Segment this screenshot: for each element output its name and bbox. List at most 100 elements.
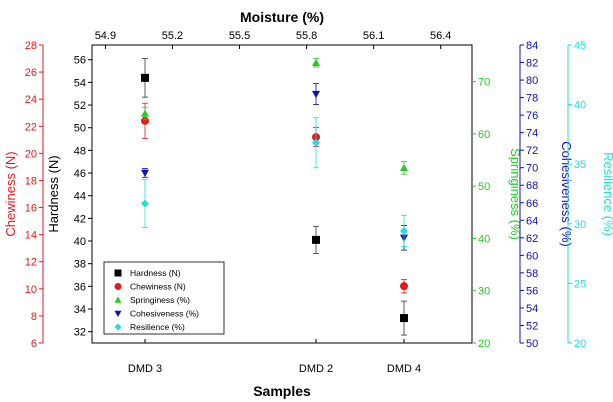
resilience-tick-label: 40 (574, 100, 586, 112)
sample-label-dmd-3: DMD 3 (128, 363, 162, 375)
hardness-tick-label: 42 (74, 213, 86, 225)
resilience-tick-label: 25 (574, 278, 586, 290)
springiness-tick-label: 20 (478, 338, 490, 350)
series-cohesiveness (141, 83, 408, 251)
chewiness-tick-label: 8 (31, 311, 37, 323)
legend-label-resilience: Resilience (%) (130, 322, 185, 332)
hardness-tick-label: 52 (74, 100, 86, 112)
legend: Hardness (N) Chewiness (N) Springiness (%)… (103, 261, 225, 335)
legend-label-hardness: Hardness (N) (130, 268, 181, 278)
chewiness-tick-label: 14 (25, 230, 37, 242)
chewiness-tick-label: 16 (25, 203, 37, 215)
top-axis: 54.9 55.2 55.5 55.8 56.1 56.4 Moisture (%) (95, 9, 451, 49)
moisture-tick-label: 56.4 (430, 30, 451, 42)
data-point-chewiness-dmd-3 (141, 116, 149, 125)
springiness-tick-label: 30 (478, 286, 490, 298)
samples-axis-title: Samples (253, 383, 311, 399)
hardness-tick-label: 50 (74, 123, 86, 135)
hardness-tick-label: 34 (74, 304, 86, 316)
sample-label-dmd-4: DMD 4 (387, 363, 421, 375)
data-point-springiness-dmd-4 (400, 163, 408, 172)
cohesiveness-tick-label: 50 (526, 338, 538, 350)
hardness-tick-label: 56 (74, 55, 86, 67)
data-point-chewiness-dmd-4 (400, 282, 408, 291)
series-hardness-n (141, 58, 408, 336)
moisture-tick-label: 56.1 (363, 30, 384, 42)
cohesiveness-tick-label: 62 (526, 233, 538, 245)
data-point-resilience-dmd-4 (400, 226, 408, 235)
chewiness-tick-label: 10 (25, 284, 37, 296)
cohesiveness-tick-label: 76 (526, 110, 538, 122)
data-point-resilience-dmd-2 (312, 138, 320, 147)
cohesiveness-tick-label: 58 (526, 268, 538, 280)
bottom-axis: DMD 3 DMD 2 DMD 4 Samples (128, 339, 421, 399)
moisture-axis-title: Moisture (%) (240, 9, 324, 25)
cohesiveness-axis-title: Cohesiveness (%) (559, 141, 574, 247)
chewiness-tick-label: 22 (25, 121, 37, 133)
chewiness-tick-label: 24 (25, 94, 37, 106)
cohesiveness-tick-label: 84 (526, 40, 538, 52)
data-point-springiness-dmd-2 (312, 58, 320, 66)
data-point-hardness-dmd-2 (312, 235, 320, 244)
cohesiveness-tick-label: 74 (526, 128, 538, 140)
cohesiveness-tick-label: 72 (526, 145, 538, 157)
resilience-tick-label: 20 (574, 338, 586, 350)
cohesiveness-tick-label: 78 (526, 93, 538, 105)
chewiness-tick-label: 20 (25, 148, 37, 160)
cohesiveness-tick-label: 70 (526, 163, 538, 175)
moisture-tick-label: 55.5 (229, 30, 250, 42)
moisture-tick-label: 55.8 (296, 30, 317, 42)
springiness-tick-label: 60 (478, 129, 490, 141)
cohesiveness-axis: 50 52 54 56 58 60 62 64 66 68 70 72 74 76 78 80 82 84 Cohe… (519, 40, 574, 350)
sample-label-dmd-2: DMD 2 (299, 363, 333, 375)
cohesiveness-tick-label: 82 (526, 58, 538, 70)
hardness-tick-label: 40 (74, 236, 86, 248)
hardness-axis-title: Hardness (N) (46, 155, 61, 232)
hardness-tick-label: 38 (74, 259, 86, 271)
resilience-tick-label: 35 (574, 159, 586, 171)
data-point-cohesiveness-dmd-2 (312, 90, 320, 99)
springiness-axis-title: Springiness (%) (508, 148, 523, 240)
data-point-springiness-dmd-3 (141, 109, 149, 117)
moisture-tick-label: 54.9 (95, 30, 116, 42)
chewiness-tick-label: 12 (25, 257, 37, 269)
data-point-resilience-dmd-3 (141, 199, 149, 208)
hardness-tick-label: 36 (74, 281, 86, 293)
resilience-tick-label: 45 (574, 40, 586, 52)
hardness-tick-label: 48 (74, 145, 86, 157)
legend-marker-hardness (114, 269, 122, 277)
data-point-cohesiveness-dmd-3 (141, 169, 149, 177)
resilience-axis: 20 25 30 35 40 45 Resilience (%) (567, 40, 613, 350)
legend-marker-chewiness (114, 283, 122, 290)
chewiness-tick-label: 26 (25, 67, 37, 79)
legend-marker-resilience (114, 323, 122, 331)
springiness-tick-label: 70 (478, 77, 490, 89)
cohesiveness-tick-label: 68 (526, 180, 538, 192)
springiness-tick-label: 40 (478, 233, 490, 245)
chewiness-axis: 6 8 10 12 14 16 18 20 22 24 26 28 Chewiness (N) (3, 40, 44, 350)
hardness-tick-label: 44 (74, 191, 86, 203)
series-layer (141, 58, 408, 336)
cohesiveness-tick-label: 80 (526, 75, 538, 87)
cohesiveness-tick-label: 52 (526, 320, 538, 332)
hardness-tick-label: 32 (74, 327, 86, 339)
springiness-axis: 20 30 40 50 60 70 Springiness (%) (472, 77, 523, 350)
cohesiveness-tick-label: 60 (526, 250, 538, 262)
hardness-axis: 32 34 36 38 40 42 44 46 48 50 52 54 56 Hardness (N) (46, 55, 92, 339)
series-springiness (141, 58, 408, 175)
legend-label-cohesiveness: Cohesiveness (%) (130, 309, 199, 319)
legend-label-chewiness: Chewiness (N) (130, 282, 186, 292)
chewiness-tick-label: 18 (25, 175, 37, 187)
legend-marker-cohesiveness (114, 310, 122, 317)
cohesiveness-tick-label: 66 (526, 198, 538, 210)
chewiness-axis-title: Chewiness (N) (3, 151, 18, 236)
series-resilience (141, 117, 408, 247)
legend-marker-springiness (114, 296, 122, 303)
chewiness-tick-label: 6 (31, 338, 37, 350)
cohesiveness-tick-label: 64 (526, 215, 538, 227)
data-point-hardness-dmd-4 (400, 314, 408, 323)
cohesiveness-tick-label: 54 (526, 303, 538, 315)
